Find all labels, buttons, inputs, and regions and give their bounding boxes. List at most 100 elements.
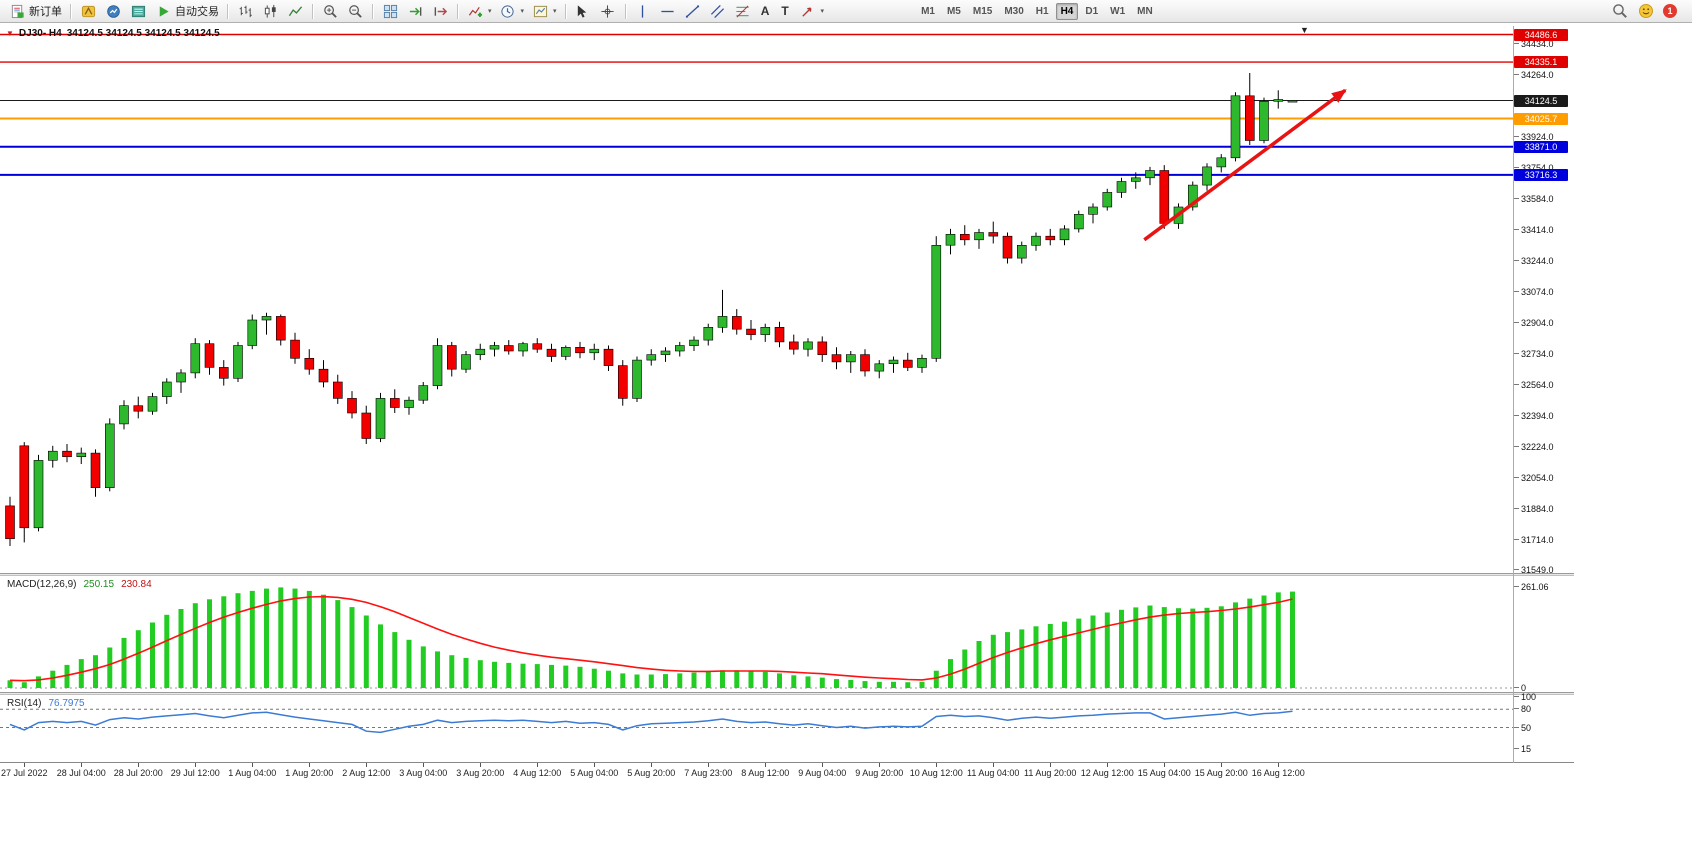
auto-trading-button[interactable]: 自动交易: [151, 2, 222, 21]
price-scale-label: 32224.0: [1514, 441, 1554, 452]
metaeditor-button[interactable]: [76, 2, 100, 21]
chart-shift-button[interactable]: [428, 2, 452, 21]
horizontal-line-icon: [659, 3, 677, 20]
scroll-end-marker-icon[interactable]: ▼: [1300, 25, 1309, 35]
panel-separator[interactable]: [0, 573, 1574, 576]
chevron-down-icon: ▾: [520, 8, 525, 15]
chevron-down-icon: ▾: [553, 8, 557, 15]
timeframe-button-w1[interactable]: W1: [1110, 5, 1126, 17]
time-axis-label: 28 Jul 20:00: [113, 768, 163, 778]
fibonacci-tool-button[interactable]: [731, 2, 755, 21]
time-axis-tick: [1278, 763, 1280, 767]
horizontal-line-tool-button[interactable]: [656, 2, 680, 21]
price-scale-label: 33584.0: [1514, 194, 1554, 204]
chart-shift-icon: [431, 3, 449, 20]
auto-scroll-button[interactable]: [403, 2, 427, 21]
timeframe-button-m1[interactable]: M1: [921, 5, 935, 17]
timeframe-button-h4[interactable]: H4: [1055, 2, 1079, 20]
rsi-panel[interactable]: [0, 695, 1513, 762]
candlestick-chart[interactable]: [0, 26, 1513, 573]
toolbar-right: 1: [1611, 3, 1677, 20]
avatar-smiley-icon[interactable]: [1637, 3, 1655, 20]
price-axis-border: [1513, 26, 1514, 763]
zoom-in-button[interactable]: [318, 2, 342, 21]
price-scale-label: 32394.0: [1514, 410, 1554, 421]
auto-trading-play-icon: [154, 3, 172, 20]
metaeditor-icon: [79, 3, 97, 20]
new-order-icon: [8, 3, 26, 20]
arrows-tool-button[interactable]: ▾: [796, 2, 828, 21]
macd-main-value: 250.15: [83, 579, 115, 590]
candlestick-chart-icon: [261, 3, 279, 20]
toolbar-separator: [564, 3, 566, 19]
toolbar: 新订单 自动交易: [0, 0, 1692, 23]
vertical-line-tool-button[interactable]: [631, 2, 655, 21]
tile-windows-icon: [381, 3, 399, 20]
templates-icon: [531, 3, 549, 20]
text-tool-button[interactable]: A: [756, 2, 775, 21]
time-axis-tick: [195, 763, 197, 767]
channel-tool-button[interactable]: [706, 2, 730, 21]
rsi-line: [9, 710, 1293, 734]
time-axis-label: 11 Aug 04:00: [967, 768, 1020, 778]
rsi-scale-label: 50: [1513, 722, 1532, 733]
tile-windows-button[interactable]: [378, 2, 402, 21]
line-chart-button[interactable]: [283, 2, 307, 21]
price-level-tag: 33871.0: [1514, 140, 1568, 153]
time-axis[interactable]: 27 Jul 2022 28 Jul 04:00 28 Jul 20:00 29 Ju…: [0, 763, 1574, 783]
time-axis-label: 9 Aug 20:00: [855, 768, 904, 778]
search-icon[interactable]: [1611, 3, 1629, 20]
price-scale-label: 33414.0: [1514, 225, 1554, 235]
text-label-tool-icon: T: [781, 4, 789, 18]
time-axis-label: 15 Aug 04:00: [1137, 768, 1191, 778]
trendline-tool-button[interactable]: [681, 2, 705, 21]
text-label-tool-button[interactable]: T: [776, 2, 795, 21]
price-scale-label: 31884.0: [1514, 503, 1554, 514]
time-axis-label: 4 Aug 12:00: [513, 768, 562, 778]
new-order-label: 新订单: [29, 6, 62, 18]
timeframe-button-h1[interactable]: H1: [1035, 5, 1049, 17]
time-axis-tick: [309, 763, 311, 767]
macd-signal-value: 230.84: [121, 579, 152, 590]
time-axis-label: 5 Aug 20:00: [627, 768, 676, 778]
time-axis-label: 11 Aug 20:00: [1024, 768, 1077, 778]
timeframe-button-m15[interactable]: M15: [972, 5, 993, 17]
chart-ohlc-values: 34124.5 34124.5 34124.5 34124.5: [66, 28, 220, 39]
time-axis-label: 3 Aug 04:00: [399, 768, 448, 778]
strategy-tester-button[interactable]: [101, 2, 125, 21]
zoom-out-icon: [346, 3, 364, 20]
chart-area: ▼ DJ30- H4 34124.5 34124.5 34124.5 34124…: [0, 24, 1692, 846]
timeframe-button-d1[interactable]: D1: [1085, 5, 1099, 17]
price-axis[interactable]: 34434.0 34264.0 33924.0 33754.0 33584.0 33414…: [1513, 24, 1592, 806]
crosshair-tool-button[interactable]: [596, 2, 620, 21]
cursor-tool-button[interactable]: [571, 2, 595, 21]
time-axis-tick: [252, 763, 254, 767]
trendline-icon: [684, 3, 702, 20]
data-window-button[interactable]: [126, 2, 150, 21]
time-axis-label: 3 Aug 20:00: [456, 768, 505, 778]
rsi-name: RSI(14): [7, 698, 42, 709]
candlestick-chart-button[interactable]: [258, 2, 282, 21]
indicators-button[interactable]: ▾: [463, 2, 495, 21]
price-scale-label: 33754.0: [1514, 163, 1554, 173]
notification-badge[interactable]: 1: [1663, 4, 1677, 18]
time-axis-label: 28 Jul 04:00: [56, 768, 106, 778]
price-level-tag: 33716.3: [1514, 168, 1568, 181]
new-order-button[interactable]: 新订单: [5, 2, 65, 21]
chevron-down-icon: ▾: [820, 8, 825, 15]
price-scale-label: 34434.0: [1514, 39, 1554, 49]
timeframe-button-m30[interactable]: M30: [1004, 5, 1024, 17]
periods-button[interactable]: ▾: [496, 2, 528, 21]
zoom-out-button[interactable]: [343, 2, 367, 21]
macd-scale-label: 0: [1513, 683, 1527, 693]
macd-panel[interactable]: [0, 576, 1513, 692]
templates-button[interactable]: ▾: [528, 2, 560, 21]
time-axis-tick: [594, 763, 596, 767]
time-axis-tick: [24, 763, 26, 767]
timeframe-button-m5[interactable]: M5: [946, 5, 961, 17]
panel-separator[interactable]: [0, 692, 1574, 695]
time-axis-tick: [138, 763, 140, 767]
time-axis-label: 29 Jul 12:00: [170, 768, 220, 778]
bar-chart-button[interactable]: [233, 2, 257, 21]
timeframe-button-mn[interactable]: MN: [1137, 5, 1153, 17]
